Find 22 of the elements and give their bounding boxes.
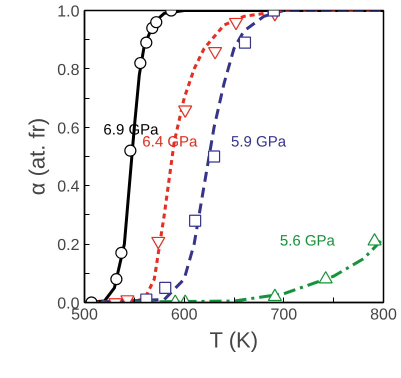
point	[208, 150, 220, 163]
point	[115, 246, 128, 259]
point	[124, 144, 136, 157]
y-tick-label: 0.6	[57, 120, 80, 138]
point	[228, 18, 244, 30]
x-tick-label: 800	[370, 306, 397, 324]
y-tick-label: 0.4	[57, 178, 80, 196]
point	[318, 271, 333, 284]
y-tick-label: 1.0	[57, 4, 80, 20]
series-label: 5.9 GPa	[231, 133, 287, 150]
point	[178, 105, 192, 118]
x-tick-label: 700	[270, 306, 298, 324]
series-label: 5.6 GPa	[280, 232, 336, 250]
x-axis-title: T (K)	[210, 328, 258, 352]
x-tick-label: 600	[170, 306, 198, 324]
point	[189, 214, 202, 227]
point	[268, 288, 282, 302]
y-tick-label: 0.2	[57, 237, 80, 254]
point	[367, 233, 382, 246]
y-axis-title: α (at. fr)	[24, 118, 50, 196]
y-tick-label: 0.8	[57, 62, 80, 79]
point	[208, 47, 222, 60]
